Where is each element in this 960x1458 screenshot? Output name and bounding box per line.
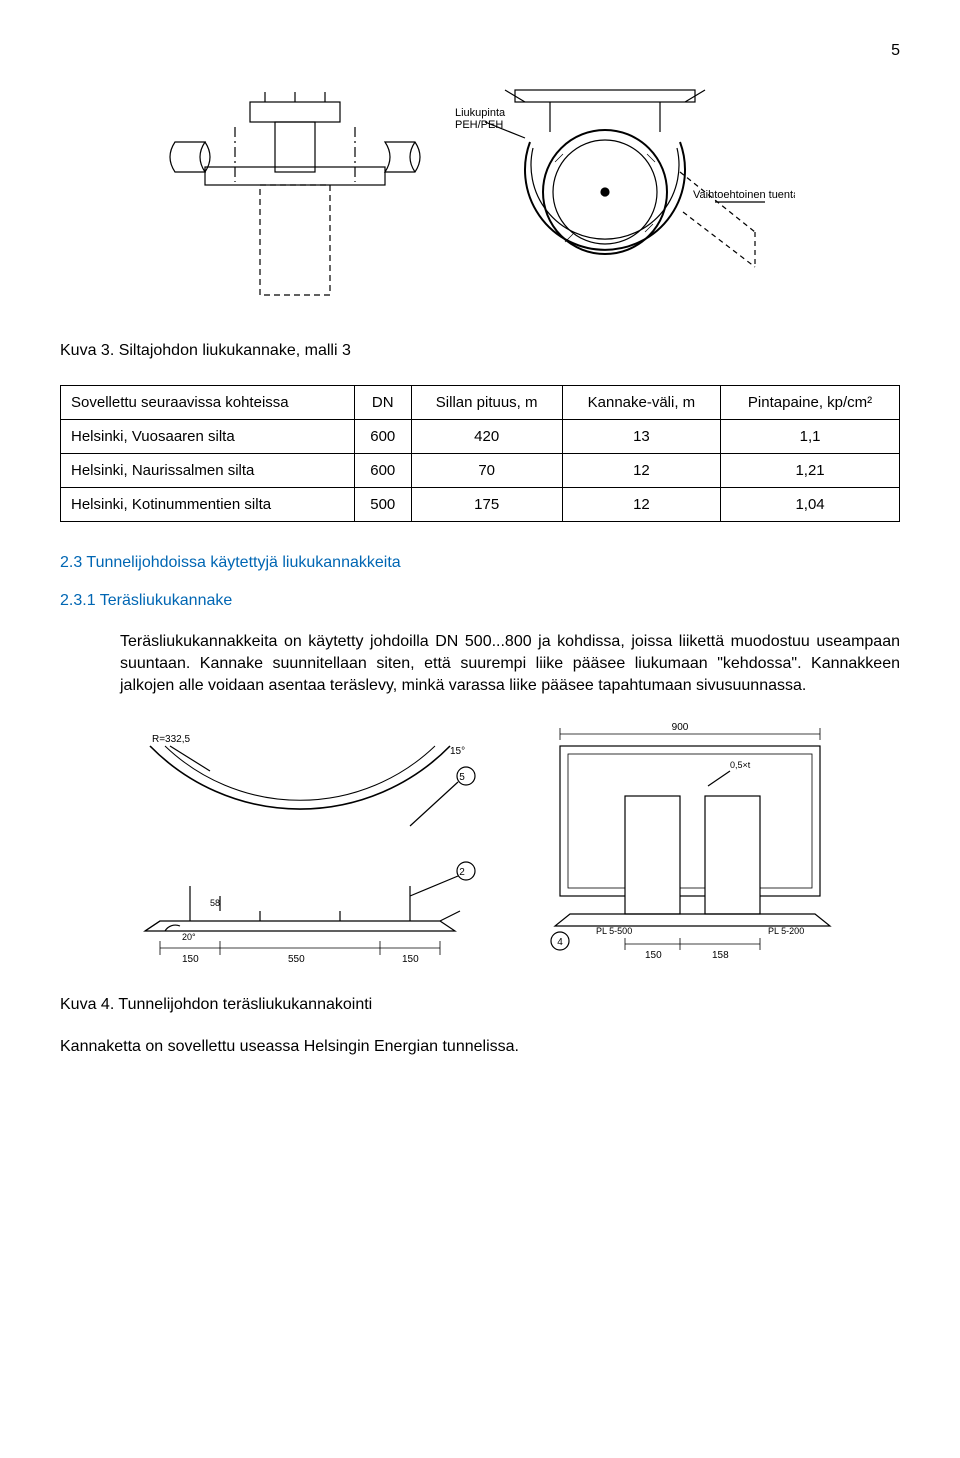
table-row: Helsinki, Naurissalmen silta 600 70 12 1… bbox=[61, 453, 900, 487]
table-row: Helsinki, Vuosaaren silta 600 420 13 1,1 bbox=[61, 419, 900, 453]
angle-20: 20° bbox=[182, 932, 196, 942]
closing-line: Kannaketta on sovellettu useassa Helsing… bbox=[60, 1036, 900, 1058]
figure-3-caption: Kuva 3. Siltajohdon liukukannake, malli … bbox=[60, 340, 900, 362]
figure-3: Liukupinta PEH/PEH Vaihtoehtoinen tuenta bbox=[60, 72, 900, 312]
dim-150c: 150 bbox=[645, 950, 662, 961]
th-vali: Kannake-väli, m bbox=[562, 385, 720, 419]
label-vaihtoehtoinen: Vaihtoehtoinen tuenta bbox=[693, 189, 795, 201]
figure-4-right: 900 0,5×t PL 5-500 PL 5-200 150 158 4 bbox=[530, 716, 850, 966]
figure-4-left: 150 550 150 5 2 R=332,5 15° 20° 58 bbox=[110, 716, 490, 966]
th-pituus: Sillan pituus, m bbox=[411, 385, 562, 419]
cell: Helsinki, Naurissalmen silta bbox=[61, 453, 355, 487]
cell: 1,04 bbox=[721, 487, 900, 521]
figure-3-left bbox=[165, 72, 425, 312]
label-liukupinta: Liukupinta bbox=[455, 107, 506, 119]
angle-15: 15° bbox=[450, 746, 465, 757]
bubble-2: 2 bbox=[459, 867, 465, 878]
cell: 1,21 bbox=[721, 453, 900, 487]
cell: 500 bbox=[354, 487, 411, 521]
plate-a: PL 5-500 bbox=[596, 926, 632, 936]
dim-150a: 150 bbox=[182, 954, 199, 965]
cell: 600 bbox=[354, 419, 411, 453]
label-pehpeh: PEH/PEH bbox=[455, 119, 503, 131]
dim-550: 550 bbox=[288, 954, 305, 965]
kohteet-table: Sovellettu seuraavissa kohteissa DN Sill… bbox=[60, 385, 900, 522]
plate-b: PL 5-200 bbox=[768, 926, 804, 936]
cell: Helsinki, Vuosaaren silta bbox=[61, 419, 355, 453]
cell: 1,1 bbox=[721, 419, 900, 453]
figure-3-right: Liukupinta PEH/PEH Vaihtoehtoinen tuenta bbox=[455, 72, 795, 312]
figure-4-caption: Kuva 4. Tunnelijohdon teräsliukukannakoi… bbox=[60, 994, 900, 1016]
bubble-5: 5 bbox=[459, 772, 465, 783]
heading-2-3: 2.3 Tunnelijohdoissa käytettyjä liukukan… bbox=[60, 552, 900, 574]
dim-900: 900 bbox=[672, 722, 689, 733]
th-kohde: Sovellettu seuraavissa kohteissa bbox=[61, 385, 355, 419]
radius-label: R=332,5 bbox=[152, 734, 191, 745]
dim-150b: 150 bbox=[402, 954, 419, 965]
cell: 70 bbox=[411, 453, 562, 487]
cell: 175 bbox=[411, 487, 562, 521]
table-row: Helsinki, Kotinummentien silta 500 175 1… bbox=[61, 487, 900, 521]
cell: 420 bbox=[411, 419, 562, 453]
bubble-4: 4 bbox=[557, 937, 563, 948]
page-number: 5 bbox=[60, 40, 900, 62]
dim-158: 158 bbox=[712, 950, 729, 961]
th-dn: DN bbox=[354, 385, 411, 419]
cell: 13 bbox=[562, 419, 720, 453]
cell: 12 bbox=[562, 453, 720, 487]
note-58: 58 bbox=[210, 898, 220, 908]
table-header-row: Sovellettu seuraavissa kohteissa DN Sill… bbox=[61, 385, 900, 419]
cell: 600 bbox=[354, 453, 411, 487]
cell: 12 bbox=[562, 487, 720, 521]
body-paragraph: Teräsliukukannakkeita on käytetty johdoi… bbox=[120, 631, 900, 698]
heading-2-3-1: 2.3.1 Teräsliukukannake bbox=[60, 590, 900, 612]
t-label: 0,5×t bbox=[730, 760, 751, 770]
cell: Helsinki, Kotinummentien silta bbox=[61, 487, 355, 521]
th-paine: Pintapaine, kp/cm² bbox=[721, 385, 900, 419]
figure-4: 150 550 150 5 2 R=332,5 15° 20° 58 bbox=[60, 716, 900, 966]
